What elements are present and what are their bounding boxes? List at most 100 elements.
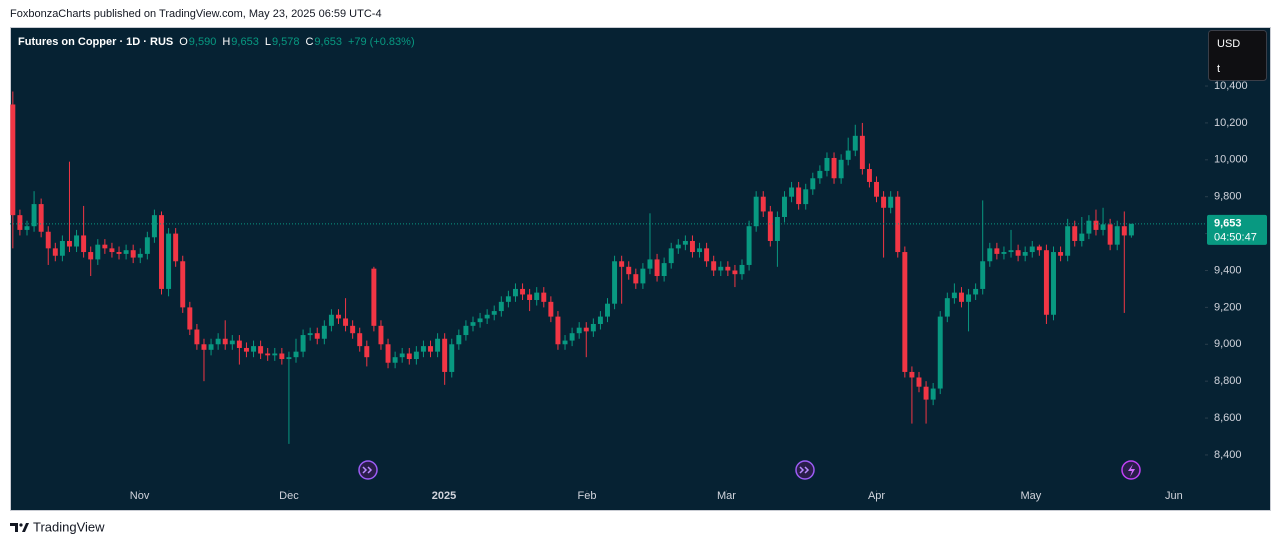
candle-body: [449, 344, 455, 372]
candle-body: [343, 318, 349, 326]
candle-body: [279, 353, 285, 360]
candle-body: [923, 386, 929, 400]
candle-body: [88, 252, 94, 260]
tradingview-logo: [10, 523, 29, 532]
candle-body: [456, 335, 462, 345]
candle-body: [272, 353, 278, 356]
candle-body: [661, 263, 667, 277]
candle-body: [385, 344, 391, 363]
candle-body: [597, 316, 603, 324]
candle-body: [966, 294, 972, 302]
event-glyph: [799, 466, 810, 474]
x-tick-label: Dec: [279, 490, 299, 502]
candle-body: [520, 288, 526, 295]
candle-body: [852, 135, 858, 151]
event-icon[interactable]: [795, 460, 815, 480]
candle-body: [654, 259, 660, 277]
candle-body: [704, 248, 710, 262]
event-icon[interactable]: [358, 460, 378, 480]
event-icons: [358, 460, 1141, 480]
candle-body: [173, 233, 179, 262]
candle-body: [1079, 233, 1085, 241]
candle-body: [166, 233, 172, 289]
candle-body: [916, 377, 922, 387]
candle-body: [817, 170, 823, 179]
candle-body: [81, 235, 87, 253]
candle-body: [258, 346, 264, 354]
candle-body: [576, 327, 582, 334]
candle-body: [180, 261, 186, 308]
candle-body: [187, 307, 193, 330]
candle-body: [123, 250, 129, 254]
candle-body: [59, 240, 65, 256]
ohlc-value: 9,653: [231, 36, 259, 48]
candle-body: [399, 353, 405, 358]
candle-body: [1043, 250, 1049, 315]
candle-body: [1029, 246, 1035, 253]
x-tick-label: Nov: [130, 490, 150, 502]
ohlc-label: O: [179, 36, 188, 48]
candle-body: [116, 252, 122, 254]
candle-body: [612, 261, 618, 304]
candle-body: [286, 357, 292, 360]
currency-box[interactable]: [1208, 30, 1267, 81]
last-price-label: 9,653: [1214, 218, 1242, 230]
candle-body: [881, 196, 887, 208]
candle-body: [796, 187, 802, 205]
event-glyph: [1128, 464, 1135, 477]
candle-body: [512, 288, 518, 297]
candle-body: [1086, 220, 1092, 234]
candle-body: [314, 333, 320, 339]
candle-body: [874, 181, 879, 197]
candle-body: [633, 274, 639, 284]
candle-body: [994, 248, 1000, 254]
candle-body: [838, 159, 844, 179]
candle-body: [987, 248, 993, 262]
candle-body: [378, 325, 384, 345]
candle-body: [958, 292, 964, 302]
candle-body: [10, 104, 16, 216]
candle-body: [66, 240, 72, 247]
candle-body: [17, 215, 23, 230]
candle-body: [428, 346, 433, 352]
candle-body: [782, 196, 787, 217]
candle-body: [697, 248, 703, 253]
publisher-line: FoxbonzaCharts published on TradingView.…: [10, 8, 382, 20]
price-change: +79 (+0.83%): [348, 36, 415, 48]
candle-body: [307, 333, 313, 336]
candle-body: [541, 292, 547, 302]
candle-body: [1072, 226, 1078, 241]
candle-body: [1001, 252, 1007, 254]
plot: 8,4008,6008,8009,0009,2009,4009,6009,800…: [10, 80, 1248, 502]
candle-body: [293, 351, 299, 358]
ohlc-label: H: [222, 36, 230, 48]
symbol-title: Futures on Copper · 1D · RUS: [18, 36, 173, 48]
candle-body: [555, 316, 561, 345]
footer-brand: TradingView: [33, 519, 105, 534]
candle-body: [866, 169, 872, 182]
candle-body: [491, 311, 497, 315]
candle-body: [109, 248, 115, 253]
candle-body: [484, 314, 490, 319]
candle-body: [102, 244, 108, 249]
candle-body: [130, 250, 136, 258]
candle-body: [243, 347, 249, 352]
x-tick-label: Jun: [1165, 490, 1183, 502]
x-tick-label: Feb: [577, 490, 596, 502]
candle-body: [980, 261, 986, 289]
candle-body: [229, 340, 235, 345]
candle-body: [420, 346, 426, 352]
x-tick-label: May: [1020, 490, 1041, 502]
ohlc-label: C: [305, 36, 313, 48]
candle-body: [746, 226, 752, 265]
candle-body: [774, 216, 780, 241]
candle-body: [159, 215, 164, 289]
candle-body: [605, 303, 610, 317]
unit: t: [1217, 63, 1220, 75]
candle-body: [725, 266, 731, 271]
y-tick-label: 9,400: [1214, 264, 1242, 276]
candle-body: [590, 323, 596, 332]
candle-body: [909, 371, 915, 378]
candle-body: [767, 211, 773, 241]
